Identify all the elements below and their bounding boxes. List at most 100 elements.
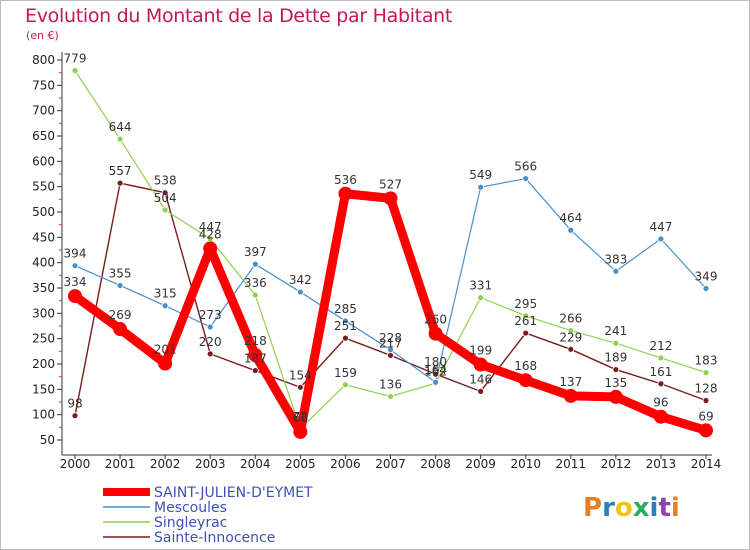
x-tick-label: 2009 xyxy=(465,457,496,471)
data-point[interactable] xyxy=(657,354,665,362)
data-label: 383 xyxy=(604,252,627,266)
data-point[interactable] xyxy=(68,289,82,304)
x-tick-label: 2004 xyxy=(240,457,271,471)
data-point[interactable] xyxy=(567,327,575,334)
data-point[interactable] xyxy=(699,423,713,438)
data-point[interactable] xyxy=(612,339,620,347)
data-point[interactable] xyxy=(161,302,169,310)
y-tick-label: 550 xyxy=(32,180,55,194)
data-point[interactable] xyxy=(113,322,128,337)
data-label: 549 xyxy=(469,168,492,182)
y-tick-label: 500 xyxy=(32,205,55,219)
data-point[interactable] xyxy=(567,226,575,234)
data-point[interactable] xyxy=(116,282,124,289)
data-point[interactable] xyxy=(71,412,79,420)
data-point[interactable] xyxy=(432,370,439,378)
data-label: 349 xyxy=(695,270,718,284)
y-tick-label: 50 xyxy=(40,433,55,447)
data-point[interactable] xyxy=(338,186,353,201)
data-point[interactable] xyxy=(653,409,668,424)
data-point[interactable] xyxy=(518,373,533,388)
data-point[interactable] xyxy=(342,334,349,342)
data-point[interactable] xyxy=(296,288,304,296)
chart-subtitle: (en €) xyxy=(26,29,59,42)
data-label: 557 xyxy=(109,164,132,178)
data-point[interactable] xyxy=(477,183,485,191)
data-label: 98 xyxy=(67,397,82,411)
data-point[interactable] xyxy=(203,241,218,256)
x-tick-label: 2003 xyxy=(195,457,226,471)
data-point[interactable] xyxy=(158,356,173,371)
data-point[interactable] xyxy=(702,285,710,292)
data-point[interactable] xyxy=(522,175,530,182)
data-label: 285 xyxy=(334,302,357,316)
data-point[interactable] xyxy=(387,393,394,400)
x-tick-label: 2000 xyxy=(60,457,91,471)
data-point[interactable] xyxy=(161,189,169,197)
data-point[interactable] xyxy=(428,326,443,341)
data-point[interactable] xyxy=(702,369,710,377)
data-point[interactable] xyxy=(657,235,665,243)
data-label: 397 xyxy=(244,245,267,259)
data-point[interactable] xyxy=(248,347,263,362)
data-label: 295 xyxy=(514,297,537,311)
data-label: 336 xyxy=(244,276,267,290)
data-label: 69 xyxy=(698,409,713,423)
data-point[interactable] xyxy=(657,380,665,388)
data-point[interactable] xyxy=(71,67,79,75)
data-point[interactable] xyxy=(383,191,398,206)
data-label: 538 xyxy=(154,174,177,188)
x-tick-label: 2002 xyxy=(150,457,181,471)
data-point[interactable] xyxy=(608,389,623,404)
data-label: 447 xyxy=(199,220,222,234)
data-point[interactable] xyxy=(473,357,488,372)
data-point[interactable] xyxy=(116,179,124,187)
logo-text: Proxiti xyxy=(583,493,680,523)
data-point[interactable] xyxy=(206,350,214,358)
data-point[interactable] xyxy=(342,317,349,325)
data-point[interactable] xyxy=(206,323,214,331)
data-label: 154 xyxy=(289,368,312,382)
data-point[interactable] xyxy=(251,367,259,374)
legend-label-1: Mescoules xyxy=(154,500,227,516)
data-label: 394 xyxy=(64,247,87,261)
data-point[interactable] xyxy=(702,397,710,404)
data-label: 228 xyxy=(379,331,402,345)
y-tick-label: 100 xyxy=(32,408,55,422)
data-point[interactable] xyxy=(432,378,439,386)
data-point[interactable] xyxy=(161,206,169,214)
x-tick-label: 2006 xyxy=(330,457,361,471)
data-point[interactable] xyxy=(387,351,394,359)
data-point[interactable] xyxy=(612,267,620,275)
data-point[interactable] xyxy=(251,260,259,268)
data-label: 135 xyxy=(604,376,627,390)
data-point[interactable] xyxy=(563,388,578,403)
x-tick-label: 2012 xyxy=(601,457,632,471)
data-point[interactable] xyxy=(71,262,79,270)
data-point[interactable] xyxy=(477,387,485,395)
y-tick-label: 750 xyxy=(32,78,55,92)
y-tick-label: 600 xyxy=(32,154,55,168)
y-tick-label: 300 xyxy=(32,306,55,320)
data-point[interactable] xyxy=(296,383,304,391)
data-label: 355 xyxy=(109,266,132,280)
y-tick-label: 400 xyxy=(32,256,55,270)
chart-title: Evolution du Montant de la Dette par Hab… xyxy=(25,5,453,27)
data-label: 269 xyxy=(109,308,132,322)
data-point[interactable] xyxy=(522,312,530,320)
data-label: 164 xyxy=(424,363,447,377)
data-point[interactable] xyxy=(387,346,394,354)
x-tick-label: 2010 xyxy=(510,457,541,471)
data-point[interactable] xyxy=(342,381,349,389)
y-tick-label: 800 xyxy=(32,53,55,67)
data-point[interactable] xyxy=(612,366,620,373)
data-label: 334 xyxy=(64,275,87,289)
data-label: 315 xyxy=(154,287,177,301)
data-point[interactable] xyxy=(477,294,485,302)
data-point[interactable] xyxy=(293,424,308,439)
x-tick-label: 2007 xyxy=(375,457,406,471)
data-point[interactable] xyxy=(522,329,530,337)
data-point[interactable] xyxy=(567,345,575,353)
data-point[interactable] xyxy=(116,135,124,143)
data-point[interactable] xyxy=(251,291,259,299)
